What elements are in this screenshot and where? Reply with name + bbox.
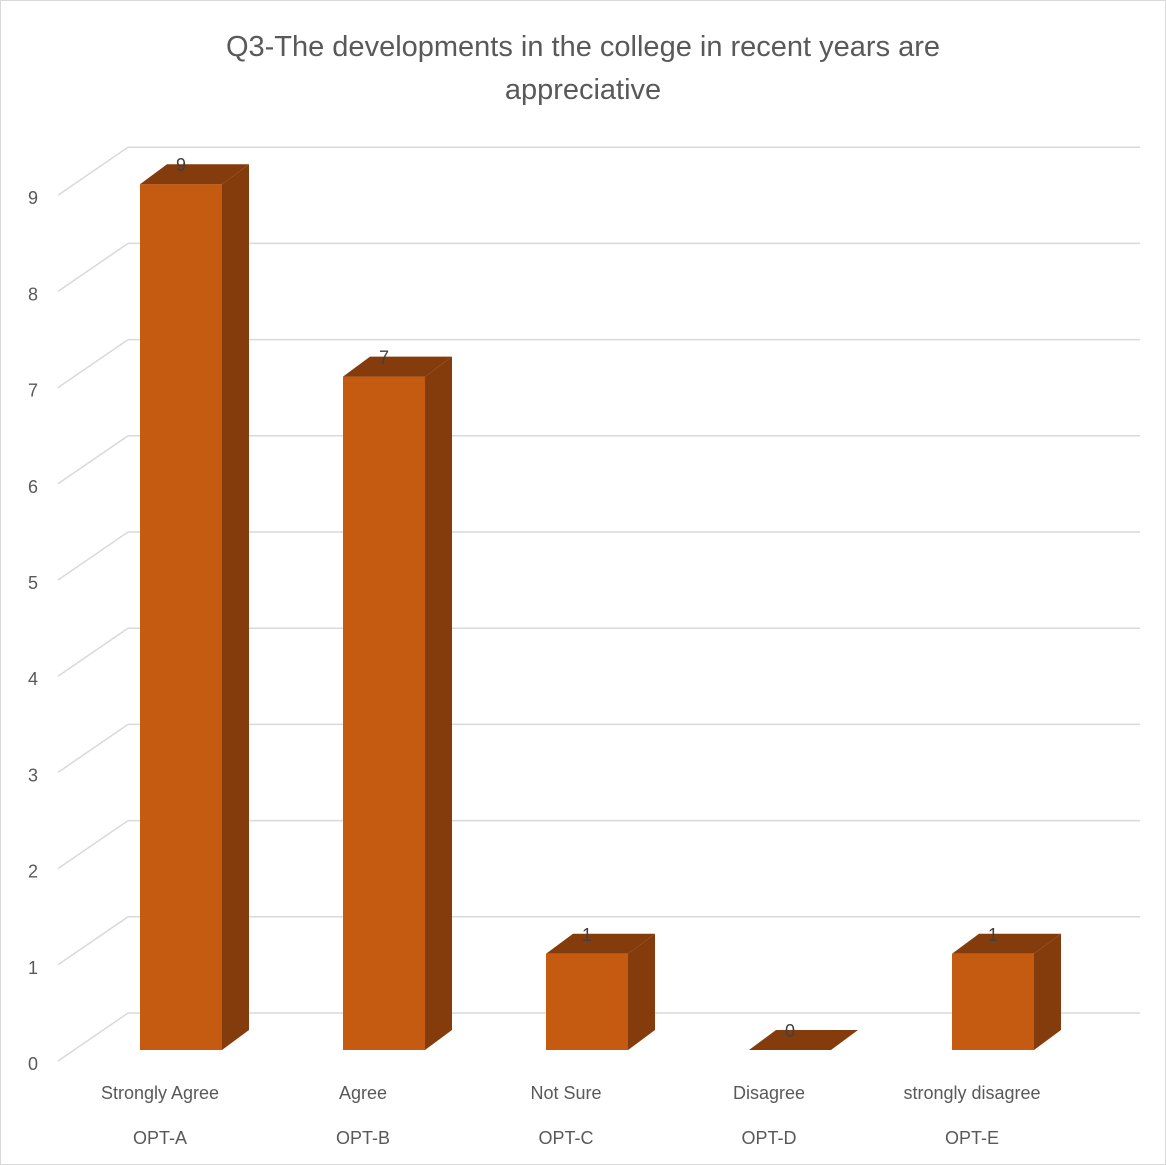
gridline-diagonal — [57, 531, 129, 581]
data-label: 7 — [379, 348, 389, 368]
x-category-label: Strongly Agree — [101, 1083, 219, 1103]
bar-front — [546, 953, 628, 1050]
bars — [140, 164, 1061, 1051]
bar-top — [749, 1030, 858, 1050]
y-tick-label: 7 — [28, 381, 38, 401]
y-tick-label: 8 — [28, 284, 38, 304]
x-axis-categories: Strongly Agree OPT-A Agree OPT-B Not Sure OPT… — [101, 1083, 1041, 1148]
y-tick-label: 3 — [28, 765, 38, 785]
y-tick-label: 1 — [28, 958, 38, 978]
y-tick-label: 4 — [28, 669, 38, 689]
bar-front — [140, 184, 222, 1050]
bar-4 — [749, 1030, 858, 1050]
x-category-label: strongly disagree — [903, 1083, 1040, 1103]
gridline-diagonal — [57, 338, 129, 389]
x-category-label: Agree — [339, 1083, 387, 1103]
gridline-diagonal — [57, 146, 129, 196]
x-category-label: Disagree — [733, 1083, 805, 1103]
bar-side — [1034, 933, 1061, 1050]
y-tick-label: 9 — [28, 188, 38, 208]
x-subcategory-label: OPT-E — [945, 1128, 999, 1148]
x-subcategory-label: OPT-D — [741, 1128, 796, 1148]
x-subcategory-label: OPT-A — [133, 1128, 187, 1148]
bar-top — [546, 933, 655, 954]
gridline-diagonal — [57, 916, 129, 966]
y-tick-label: 6 — [28, 477, 38, 497]
data-label: 1 — [988, 925, 998, 945]
bar-front — [952, 953, 1034, 1050]
bar-side — [628, 933, 655, 1050]
bar-3 — [546, 933, 655, 1050]
gridlines — [57, 146, 1140, 1062]
chart-title-line-2: appreciative — [504, 74, 662, 106]
y-tick-label: 5 — [28, 573, 38, 593]
bar-top — [140, 164, 249, 185]
bar-front — [343, 376, 425, 1051]
gridline-diagonal — [57, 627, 129, 677]
bar-2 — [343, 356, 452, 1051]
bar-top — [343, 356, 452, 377]
gridline-diagonal — [57, 1012, 129, 1062]
bar-1 — [140, 164, 249, 1050]
bar-side — [222, 164, 249, 1050]
gridline-diagonal — [57, 819, 129, 870]
y-axis-ticks: 0 1 2 3 4 5 6 7 8 9 — [28, 188, 38, 1074]
data-label: 0 — [785, 1021, 795, 1041]
y-tick-label: 0 — [28, 1054, 38, 1074]
bar-5 — [952, 933, 1061, 1050]
gridline-diagonal — [57, 242, 129, 293]
data-label: 9 — [176, 155, 186, 175]
gridline-diagonal — [57, 723, 129, 774]
data-labels: 9 7 1 0 1 — [176, 155, 998, 1041]
chart-title: Q3-The developments in the college in re… — [0, 26, 1166, 112]
y-tick-label: 2 — [28, 862, 38, 882]
gridline-diagonal — [57, 435, 129, 485]
x-category-label: Not Sure — [530, 1083, 601, 1103]
x-subcategory-label: OPT-C — [538, 1128, 593, 1148]
chart-title-line-1: Q3-The developments in the college in re… — [225, 31, 941, 63]
x-subcategory-label: OPT-B — [336, 1128, 390, 1148]
bar-side — [425, 356, 452, 1051]
data-label: 1 — [582, 925, 592, 945]
bar-top — [952, 933, 1061, 954]
